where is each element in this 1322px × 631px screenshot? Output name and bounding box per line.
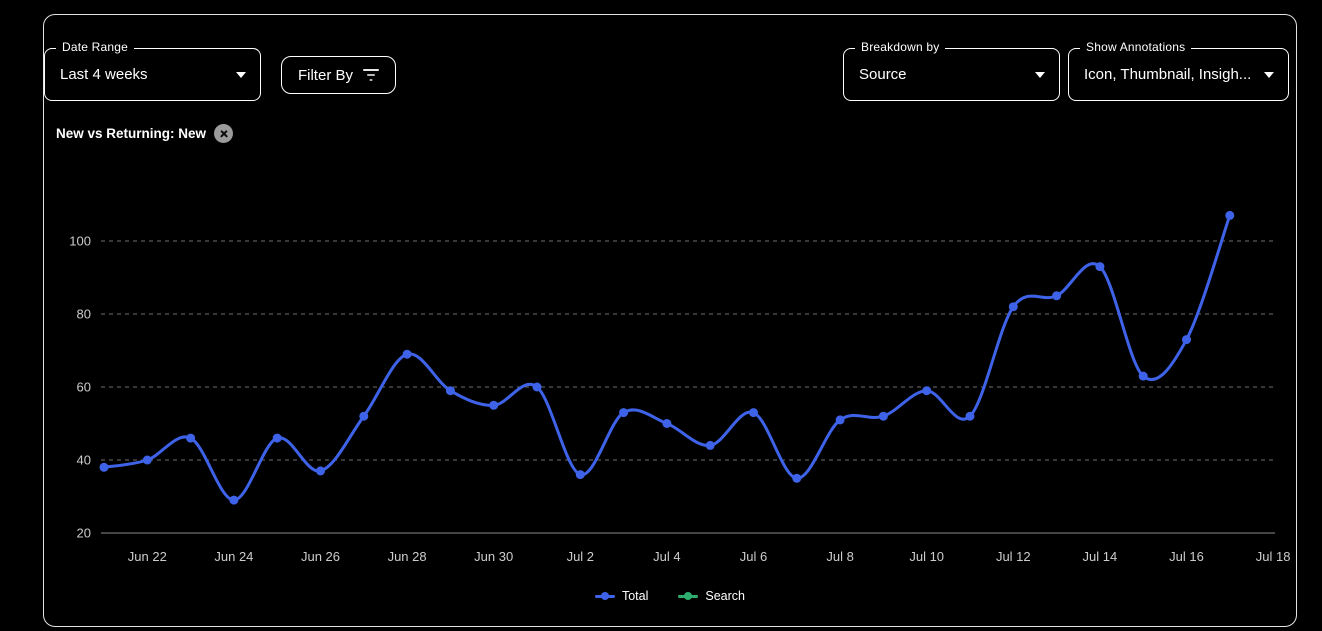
show-annotations-select[interactable]: Show Annotations Icon, Thumbnail, Insigh… — [1068, 40, 1289, 101]
data-point[interactable] — [965, 411, 975, 421]
data-point[interactable] — [186, 433, 196, 443]
search-series-marker-icon — [678, 591, 699, 601]
chevron-down-icon — [1264, 71, 1274, 78]
breakdown-by-select[interactable]: Breakdown by Source — [843, 40, 1060, 101]
x-tick-label: Jul 14 — [1083, 549, 1118, 564]
legend-label-search: Search — [705, 589, 745, 603]
filter-chip: New vs Returning: New — [56, 124, 234, 143]
data-point[interactable] — [272, 433, 282, 443]
x-tick-label: Jul 12 — [996, 549, 1031, 564]
date-range-value: Last 4 weeks — [60, 66, 148, 83]
chevron-down-icon — [236, 71, 246, 78]
data-point[interactable] — [532, 382, 542, 392]
data-point[interactable] — [619, 408, 629, 418]
chevron-down-icon — [1035, 71, 1045, 78]
data-point[interactable] — [229, 495, 239, 505]
show-annotations-label: Show Annotations — [1080, 40, 1192, 54]
y-tick-label: 80 — [77, 307, 91, 322]
data-point[interactable] — [1138, 371, 1148, 381]
x-tick-label: Jul 10 — [909, 549, 944, 564]
legend-item-search[interactable]: Search — [678, 589, 745, 603]
date-range-select[interactable]: Date Range Last 4 weeks — [44, 40, 261, 101]
data-point[interactable] — [705, 440, 715, 450]
show-annotations-value: Icon, Thumbnail, Insigh... — [1084, 66, 1252, 83]
data-point[interactable] — [878, 411, 888, 421]
x-tick-label: Jun 30 — [474, 549, 513, 564]
x-tick-label: Jul 4 — [653, 549, 680, 564]
data-point[interactable] — [1095, 262, 1105, 272]
data-point[interactable] — [142, 455, 152, 465]
data-point[interactable] — [1008, 302, 1018, 312]
data-point[interactable] — [922, 386, 932, 396]
data-point[interactable] — [575, 470, 585, 480]
x-tick-label: Jul 6 — [740, 549, 767, 564]
data-point[interactable] — [1182, 335, 1191, 345]
filter-by-button[interactable]: Filter By — [281, 56, 396, 94]
legend-label-total: Total — [621, 589, 649, 603]
data-point[interactable] — [792, 473, 802, 483]
series-line-total — [102, 213, 1232, 502]
data-point[interactable] — [445, 386, 455, 396]
x-tick-label: Jul 18 — [1256, 549, 1291, 564]
chart-legend: Total Search — [44, 589, 1296, 603]
data-point[interactable] — [402, 349, 412, 359]
data-point[interactable] — [359, 411, 369, 421]
y-tick-label: 60 — [77, 380, 91, 395]
filter-chip-label: New vs Returning: New — [56, 126, 207, 141]
filter-by-label: Filter By — [297, 66, 353, 84]
data-point[interactable] — [835, 415, 845, 425]
total-series-marker-icon — [594, 591, 615, 601]
filter-icon — [363, 69, 379, 81]
data-point[interactable] — [1225, 210, 1235, 220]
breakdown-by-value: Source — [859, 66, 907, 83]
y-tick-label: 20 — [77, 526, 91, 541]
x-tick-label: Jul 2 — [567, 549, 594, 564]
x-tick-label: Jun 22 — [128, 549, 167, 564]
analytics-card: Date Range Last 4 weeks Filter By Breakd… — [43, 14, 1297, 627]
x-tick-label: Jul 16 — [1169, 549, 1204, 564]
y-tick-label: 40 — [77, 453, 91, 468]
data-point[interactable] — [749, 408, 758, 418]
x-tick-label: Jun 24 — [214, 549, 253, 564]
y-tick-label: 100 — [69, 234, 91, 249]
breakdown-by-label: Breakdown by — [855, 40, 946, 54]
data-point[interactable] — [1052, 291, 1062, 301]
line-chart: 20 40 60 80 100 Jun 22 Jun 24 Jun 26 Jun 28 Jun 3… — [44, 181, 1298, 581]
data-point[interactable] — [662, 419, 672, 428]
chart-canvas: 20 40 60 80 100 Jun 22 Jun 24 Jun 26 Jun 28 Jun 3… — [69, 210, 1291, 564]
chip-close-icon[interactable] — [214, 124, 234, 143]
data-point[interactable] — [489, 400, 499, 410]
legend-item-total[interactable]: Total — [594, 589, 649, 603]
data-point[interactable] — [316, 466, 325, 476]
x-tick-label: Jun 26 — [301, 549, 340, 564]
x-tick-label: Jul 8 — [826, 549, 853, 564]
x-tick-label: Jun 28 — [388, 549, 427, 564]
date-range-label: Date Range — [56, 40, 135, 54]
data-point[interactable] — [99, 462, 109, 472]
